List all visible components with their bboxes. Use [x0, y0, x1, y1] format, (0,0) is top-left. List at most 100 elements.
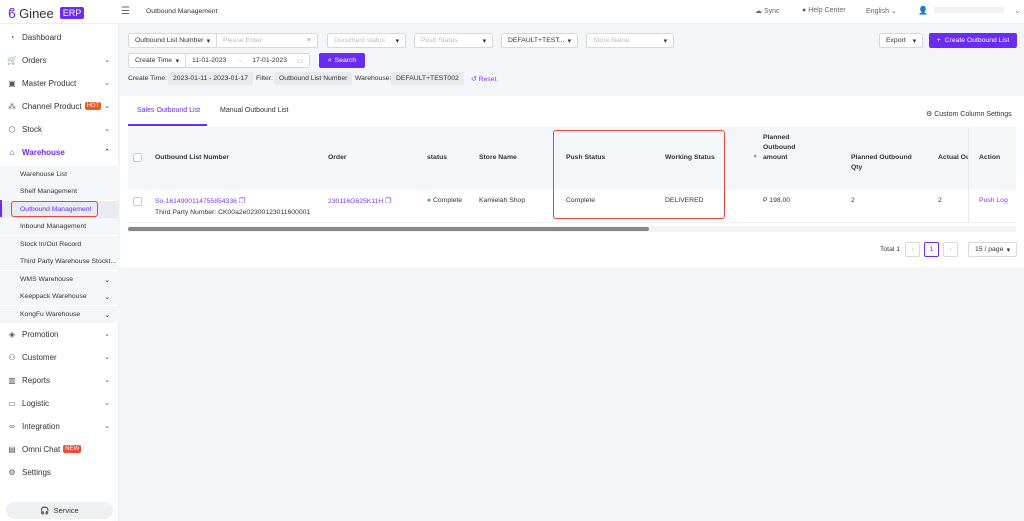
service-button[interactable]: 🎧 Service [6, 502, 113, 519]
reset-label: Reset [478, 76, 497, 83]
sidebar-sub-label: KongFu Warehouse [20, 311, 81, 318]
sidebar-item-customer[interactable]: ⚇ Customer ⌄ [0, 347, 119, 367]
help-center-link[interactable]: ● Help Center [802, 7, 846, 14]
tag-icon: ◈ [8, 329, 16, 339]
sidebar-item-settings[interactable]: ⚙ Settings [0, 462, 119, 482]
search-button[interactable]: ⌕ Search [319, 53, 365, 68]
page-1-button[interactable]: 1 [924, 242, 939, 257]
sidebar-item-label: Warehouse [22, 147, 65, 157]
sidebar-sub-item[interactable]: Outbound Management [0, 201, 119, 218]
chat-icon: ▤ [8, 444, 16, 454]
col-planned-outbound-amount: Planned Outbound amount [763, 134, 796, 161]
sidebar-item-label: Integration [22, 421, 60, 431]
sidebar-sub-item[interactable]: Shelf Management [0, 183, 119, 200]
sidebar-item-promotion[interactable]: ◈ Promotion ⌄ [0, 324, 119, 344]
sidebar-sub-item[interactable]: Third Party Warehouse Stockt... [0, 253, 119, 270]
sidebar-item-label: Customer [22, 352, 57, 362]
chevron-down-icon: ⌄ [104, 103, 110, 110]
sync-button[interactable]: ☁ Sync [755, 7, 780, 15]
search-input[interactable]: Please Enter ≡ [216, 33, 318, 48]
user-menu[interactable]: 👤 ⌄ [918, 6, 1021, 15]
chevron-down-icon: ⌄ [104, 276, 110, 284]
sidebar-item-dashboard[interactable]: ◔ Dashboard [0, 27, 119, 47]
page-size-select[interactable]: 15 / page ▾ [968, 242, 1017, 257]
page-title: Outbound Management [146, 8, 218, 15]
date-from[interactable]: 11-01-2023 [192, 57, 227, 64]
order-link[interactable]: 230116G625K11H ❐ [328, 197, 391, 205]
chevron-down-icon: ⌄ [104, 311, 110, 319]
logo[interactable]: ϐ Ginee ERP [8, 5, 85, 21]
sidebar-item-stock[interactable]: ⬡ Stock ⌄ [0, 119, 119, 139]
sidebar-item-omni-chat[interactable]: ▤ Omni Chat NEW [0, 439, 119, 459]
info-icon[interactable]: ● [753, 153, 758, 160]
sidebar-sub-item[interactable]: WMS Warehouse ⌄ [0, 271, 119, 288]
new-badge: NEW [63, 445, 82, 453]
search-type-select[interactable]: Outbound List Number ▾ [128, 33, 217, 48]
sidebar-item-logistic[interactable]: ▭ Logistic ⌄ [0, 393, 119, 413]
outbound-number-link[interactable]: So-1614900114755854336 ❐ [155, 197, 245, 205]
tab-sales-outbound-list[interactable]: Sales Outbound List [137, 107, 201, 114]
document-status-placeholder: Document status [334, 37, 385, 44]
sidebar-sub-item[interactable]: Inbound Management [0, 218, 119, 235]
select-all-checkbox[interactable] [133, 153, 142, 162]
help-icon: ● [802, 7, 807, 14]
time-type-select[interactable]: Create Time ▾ [128, 53, 186, 68]
document-status-select[interactable]: Document status ▾ [327, 33, 406, 48]
create-outbound-list-button[interactable]: + Create Outbound List [929, 33, 1017, 48]
horizontal-scrollbar[interactable] [128, 226, 1016, 232]
date-to[interactable]: 17-01-2023 [252, 57, 287, 64]
sidebar-item-reports[interactable]: ▥ Reports ⌄ [0, 370, 119, 390]
sidebar-sub-item[interactable]: Warehouse List [0, 166, 119, 183]
copy-icon[interactable]: ❐ [238, 198, 245, 205]
col-status: status [427, 154, 448, 161]
fixed-column-divider [968, 127, 969, 222]
store-name-select[interactable]: Store Name ▾ [586, 33, 674, 48]
sidebar-item-orders[interactable]: 🛒 Orders ⌄ [0, 50, 119, 70]
sidebar-item-integration[interactable]: ∞ Integration ⌄ [0, 416, 119, 436]
col-store-name: Store Name [479, 154, 517, 161]
next-page-button[interactable]: › [943, 242, 958, 257]
prev-page-button[interactable]: ‹ [905, 242, 920, 257]
gear-icon: ⚙ [8, 467, 16, 477]
custom-columns-label: Custom Column Settings [934, 111, 1012, 118]
sidebar-sub-label: Inbound Management [20, 223, 87, 230]
help-label: Help Center [808, 7, 846, 14]
scrollbar-thumb[interactable] [128, 227, 649, 231]
list-icon[interactable]: ≡ [307, 37, 311, 44]
sidebar-item-warehouse[interactable]: ⌂ Warehouse ⌃ [0, 142, 119, 162]
chevron-down-icon: ⌄ [104, 423, 110, 430]
sidebar-sub-label: Stock In/Out Record [20, 241, 82, 248]
ginee-logo-icon: ϐ [8, 5, 17, 21]
sidebar-item-channel-product[interactable]: ⁂ Channel Product HOT ⌄ [0, 96, 119, 116]
export-button[interactable]: Export ▾ [879, 33, 923, 48]
sidebar-sub-item[interactable]: Stock In/Out Record [0, 236, 119, 253]
active-indicator [0, 200, 2, 217]
custom-column-settings-button[interactable]: ⚙ Custom Column Settings [926, 110, 1012, 118]
user-icon: 👤 [918, 6, 928, 15]
sidebar-item-label: Master Product [22, 78, 77, 88]
chevron-down-icon: ⌄ [104, 80, 110, 87]
menu-toggle-icon[interactable]: ☰ [121, 6, 130, 17]
sidebar-item-master-product[interactable]: ▣ Master Product ⌄ [0, 73, 119, 93]
sidebar-sub-label: Warehouse List [20, 171, 67, 178]
create-time-tag: 2023-01-11 - 2023-01-17 [168, 72, 254, 85]
push-status-select[interactable]: Push Status ▾ [414, 33, 493, 48]
tab-manual-outbound-list[interactable]: Manual Outbound List [220, 107, 289, 114]
time-type-value: Create Time [135, 57, 173, 64]
language-select[interactable]: English ⌄ [866, 8, 897, 15]
sidebar-sub-item[interactable]: KongFu Warehouse ⌄ [0, 306, 119, 323]
sidebar-item-label: Dashboard [22, 32, 62, 42]
sidebar-sub-item[interactable]: Keeppack Warehouse ⌄ [0, 288, 119, 305]
copy-icon[interactable]: ❐ [385, 198, 392, 205]
date-range-picker[interactable]: 11-01-2023 → 17-01-2023 ▭ [185, 53, 310, 68]
store-name: Kamielah Shop [479, 197, 526, 204]
push-log-link[interactable]: Push Log [979, 197, 1008, 204]
sidebar-item-label: Settings [22, 467, 51, 477]
status-cell: ● Complete [427, 197, 462, 204]
warehouse-select[interactable]: DEFAULT+TEST... ▾ [501, 33, 578, 48]
row-checkbox[interactable] [133, 197, 142, 206]
reset-button[interactable]: ↺ Reset [471, 76, 497, 83]
col-actual-out: Actual Out [938, 154, 968, 161]
col-action: Action [979, 154, 1001, 161]
box-icon: ▣ [8, 78, 16, 88]
